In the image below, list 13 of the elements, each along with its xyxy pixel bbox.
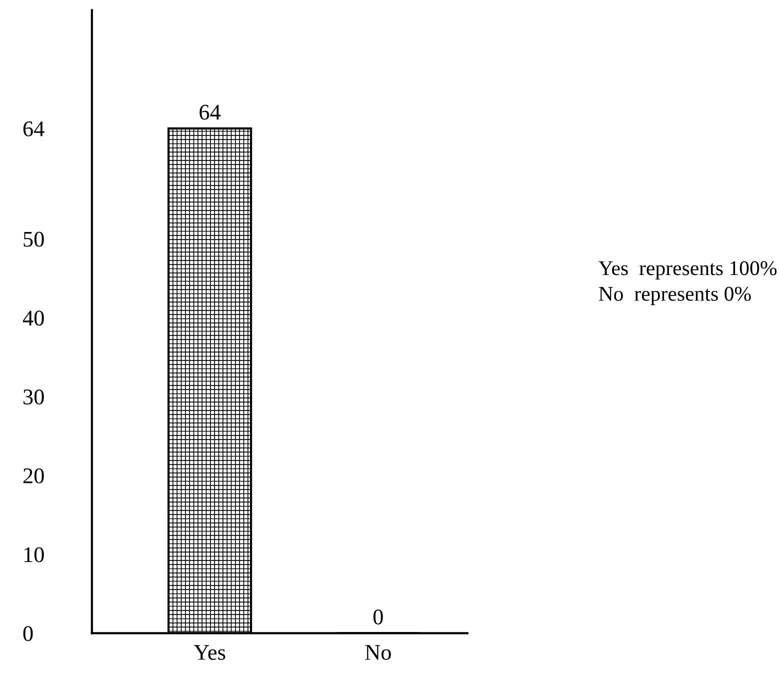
text: No represents 0%: [598, 286, 751, 306]
y-tick-label: 0: [23, 626, 33, 642]
data-label: 64: [200, 104, 221, 120]
y-tick-label: 10: [24, 547, 44, 562]
x-tick-label: Yes: [194, 645, 226, 660]
y-tick-label: 64: [23, 121, 44, 136]
y-tick-label: 50: [24, 232, 44, 247]
y-tick-label: 30: [24, 389, 44, 404]
y-tick-label: 20: [23, 468, 44, 484]
x-tick-label: No: [365, 645, 391, 660]
y-tick-label: 40: [22, 310, 44, 326]
data-label: 0: [373, 609, 383, 624]
text: Yes represents 100%: [598, 261, 777, 280]
